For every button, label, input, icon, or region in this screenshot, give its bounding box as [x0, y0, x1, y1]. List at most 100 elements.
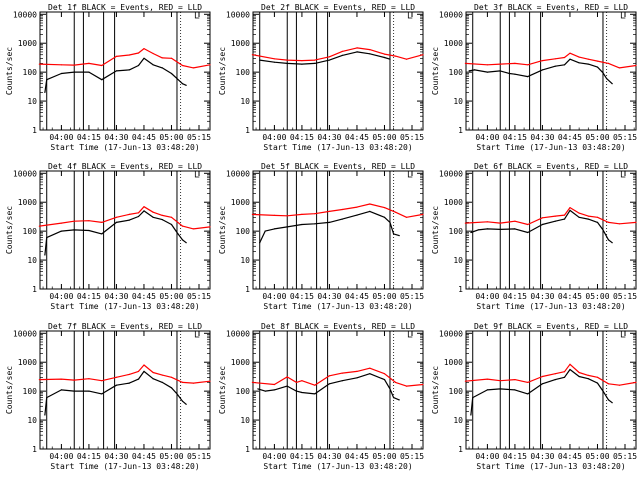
flag-marker [620, 171, 626, 178]
x-axis-label: Start Time (17-Jun-13 03:48:20) [263, 462, 412, 471]
lld-series-line-point [618, 384, 621, 386]
lld-series-line-point [328, 210, 330, 212]
events-series-line-point [73, 229, 75, 231]
lld-series-line-point [635, 64, 637, 67]
events-series-line-point [554, 65, 556, 67]
lld-series-line-point [273, 383, 275, 386]
lld-series-line-point [618, 223, 621, 225]
x-tick-label: 05:15 [400, 292, 424, 301]
events-series-line-point [477, 229, 479, 231]
lld-series-line-point [115, 216, 117, 218]
y-tick-label: 1000 [444, 39, 463, 48]
lld-series-line-point [161, 374, 163, 376]
lld-series-line-point [152, 371, 154, 374]
x-tick-label: 04:30 [530, 292, 554, 301]
lld-series-line-point [152, 211, 154, 213]
events-series-line-point [341, 218, 343, 220]
events-series-line-point [569, 209, 571, 211]
lld-series-line-point [38, 225, 41, 227]
events-series-line-point [356, 214, 358, 216]
lld-series-line-point [563, 56, 566, 59]
events-series-line-point [527, 76, 529, 78]
events-series-line-point [356, 51, 358, 53]
events-series-line-point [73, 390, 75, 392]
y-axis-label: Counts/sec [5, 366, 14, 414]
x-axis-label: Start Time (17-Jun-13 03:48:20) [50, 462, 199, 471]
y-tick-label: 1000 [18, 39, 37, 48]
events-series-line-point [161, 381, 163, 383]
events-series-line-point [143, 57, 145, 59]
y-tick-label: 10 [27, 97, 37, 106]
x-tick-label: 04:30 [530, 133, 554, 142]
lld-series-line-point [115, 376, 117, 378]
lld-series-line-point [301, 213, 303, 215]
events-series-line-point [389, 221, 391, 223]
x-tick-label: 04:15 [290, 133, 314, 142]
events-series-line-point [152, 64, 154, 66]
lld-series-line-point [170, 57, 173, 59]
lld-series-line-point [587, 215, 589, 217]
events-series-line-point [596, 221, 599, 223]
lld-series-line-point [273, 214, 275, 216]
lld-series-line-point [596, 216, 599, 218]
lld-series-line-point [596, 60, 599, 62]
lld-series-line-point [635, 381, 637, 383]
lld-series-line-point [464, 62, 466, 64]
events-series-line-point [470, 231, 472, 234]
y-tick-label: 100 [449, 387, 464, 396]
events-series-line-point [611, 83, 613, 85]
events-series-line-point [606, 78, 608, 80]
y-tick-label: 1000 [444, 358, 463, 367]
events-series-line-point [541, 223, 544, 226]
y-tick-label: 1 [458, 126, 463, 135]
events-series-line-point [286, 385, 288, 387]
axes-frame [39, 170, 211, 290]
events-series-line-point [383, 56, 386, 59]
events-series-line-point [264, 230, 266, 232]
lld-series-line-point [128, 373, 130, 375]
events-series-line-point [389, 388, 391, 390]
lld-series-line-point [499, 222, 501, 224]
events-series-line-point [554, 379, 556, 381]
x-tick-label: 04:15 [290, 452, 314, 461]
events-series-line-point [398, 399, 400, 401]
lld-series-line-point [607, 62, 610, 64]
axes-frame [252, 11, 424, 131]
events-series-line-point [88, 229, 90, 232]
events-series-line-point [393, 397, 395, 399]
lld-series-line [252, 47, 424, 62]
events-series-line-point [185, 403, 187, 405]
lld-series-line-point [60, 378, 63, 380]
x-axis-label: Start Time (17-Jun-13 03:48:20) [476, 302, 625, 311]
y-tick-label: 1 [458, 285, 463, 294]
events-series-line-point [398, 235, 400, 237]
events-series-line-point [264, 390, 266, 392]
events-series-line-point [143, 210, 145, 212]
panel-9f: Det 9f BLACK = Events, RED = LLD 1 10 100 10… [431, 322, 637, 471]
x-tick-label: 05:15 [400, 133, 424, 142]
events-series-line-point [470, 414, 472, 416]
lld-series-line-point [422, 54, 424, 56]
lld-series-line-point [596, 376, 599, 378]
x-tick-label: 04:15 [503, 292, 527, 301]
lld-series-line-point [527, 381, 529, 383]
events-series-line-point [88, 71, 90, 73]
lld-series-line-point [541, 217, 544, 219]
lld-series-line-point [88, 220, 90, 222]
y-tick-label: 10000 [13, 169, 37, 178]
events-series-line-point [273, 228, 275, 230]
events-series-line-point [486, 228, 488, 230]
lld-series-line-point [181, 64, 184, 67]
x-tick-label: 05:00 [585, 133, 609, 142]
events-series-line-point [527, 393, 529, 395]
x-tick-label: 04:30 [104, 452, 128, 461]
lld-series-line-point [143, 48, 145, 50]
lld-series-line-point [369, 49, 371, 51]
panel-6f: Det 6f BLACK = Events, RED = LLD 1 10 100 10… [431, 162, 637, 311]
y-tick-label: 1 [32, 126, 37, 135]
x-tick-label: 05:00 [372, 452, 396, 461]
x-tick-label: 05:15 [187, 133, 211, 142]
events-series-line-point [541, 383, 544, 385]
flag-marker [194, 12, 200, 19]
flag-marker [407, 331, 413, 338]
